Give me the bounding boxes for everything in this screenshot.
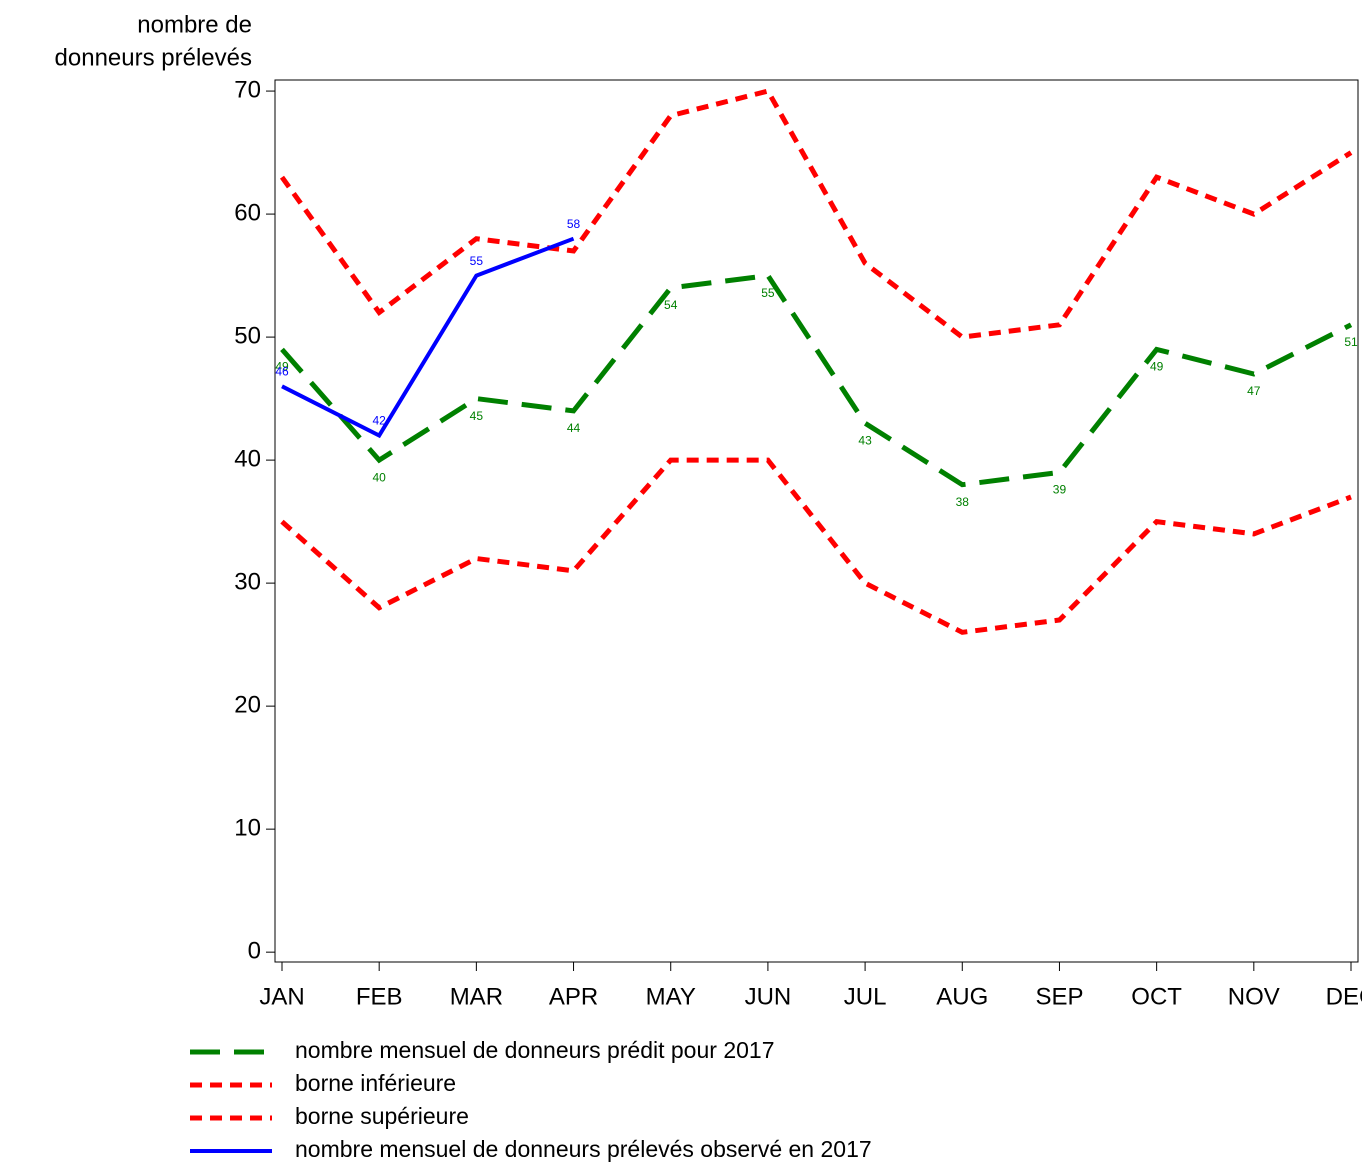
series-line (279, 88, 1353, 340)
x-tick-label: MAY (646, 983, 696, 1010)
x-tick-label: APR (549, 983, 598, 1010)
y-tick-label: 60 (234, 199, 261, 226)
x-tick-label: NOV (1228, 983, 1280, 1010)
data-label: 44 (567, 421, 581, 435)
data-label: 38 (956, 495, 970, 509)
x-tick-label: JUN (745, 983, 792, 1010)
y-tick-label: 0 (248, 938, 261, 965)
data-label: 45 (470, 409, 484, 423)
x-tick-label: FEB (356, 983, 403, 1010)
data-label: 58 (567, 217, 581, 231)
data-label: 55 (470, 254, 484, 268)
legend-label: nombre mensuel de donneurs prédit pour 2… (295, 1037, 775, 1063)
data-label: 40 (373, 470, 387, 484)
series-line (280, 272, 1353, 488)
legend-label: nombre mensuel de donneurs prélevés obse… (295, 1136, 872, 1162)
data-label: 42 (373, 414, 387, 428)
y-tick-label: 70 (234, 76, 261, 103)
y-tick-label: 50 (234, 322, 261, 349)
series-line (281, 236, 575, 439)
y-tick-label: 30 (234, 568, 261, 595)
data-label: 49 (1150, 360, 1164, 374)
data-label: 46 (275, 364, 289, 378)
y-axis-title: donneurs prélevés (55, 44, 252, 71)
y-tick-label: 10 (234, 814, 261, 841)
data-label: 47 (1247, 384, 1261, 398)
x-tick-label: JAN (259, 983, 304, 1010)
x-tick-label: SEP (1035, 983, 1083, 1010)
y-tick-label: 20 (234, 691, 261, 718)
legend-label: borne supérieure (295, 1103, 469, 1129)
data-label: 39 (1053, 483, 1067, 497)
y-tick-label: 40 (234, 445, 261, 472)
series-line (280, 457, 1352, 635)
legend-label: borne inférieure (295, 1070, 456, 1096)
data-label: 54 (664, 298, 678, 312)
x-tick-label: DEC (1326, 983, 1362, 1010)
x-tick-label: JUL (844, 983, 887, 1010)
data-label: 55 (761, 286, 775, 300)
data-label: 49 (275, 360, 289, 374)
x-tick-label: OCT (1131, 983, 1182, 1010)
x-tick-label: AUG (936, 983, 988, 1010)
plot-frame (274, 79, 1359, 963)
y-axis-title: nombre de (137, 11, 252, 38)
data-label: 51 (1344, 335, 1358, 349)
x-tick-label: MAR (450, 983, 503, 1010)
data-label: 43 (858, 433, 872, 447)
